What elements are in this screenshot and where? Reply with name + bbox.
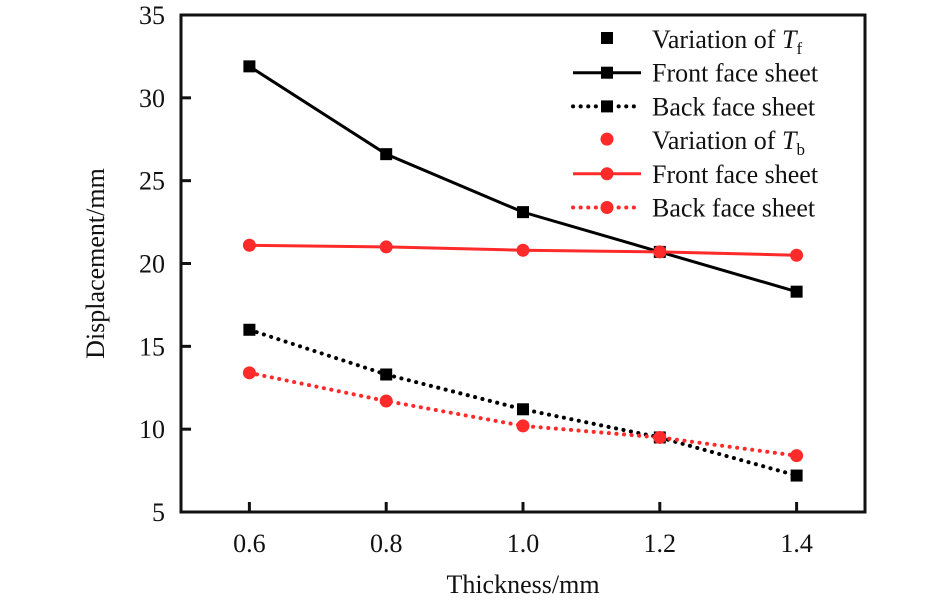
data-point — [653, 245, 667, 259]
series-1 — [243, 323, 803, 482]
y-axis-title: Displacement/mm — [81, 168, 110, 359]
data-point — [243, 323, 256, 336]
y-tick-label: 20 — [139, 250, 165, 279]
data-point — [243, 60, 256, 73]
legend-item: Front face sheet — [573, 160, 819, 189]
x-axis: 0.6 0.8 1.0 1.2 1.4 — [233, 502, 813, 558]
legend-label: Front face sheet — [652, 160, 819, 189]
data-point — [380, 368, 393, 381]
data-point — [790, 285, 803, 298]
legend-item: Back face sheet — [571, 92, 816, 121]
data-point — [790, 469, 803, 482]
legend-label: Front face sheet — [652, 59, 819, 88]
data-point — [379, 394, 393, 408]
y-axis: 5 10 15 20 25 30 35 — [139, 1, 191, 527]
data-point — [653, 430, 667, 444]
y-tick-label: 35 — [139, 1, 165, 30]
y-tick-label: 5 — [152, 498, 165, 527]
series-layer — [242, 60, 804, 482]
x-tick-label: 1.2 — [644, 529, 677, 558]
data-point — [380, 148, 393, 161]
data-point — [379, 240, 393, 254]
data-point — [242, 366, 256, 380]
data-point — [516, 419, 530, 433]
legend-label: Back face sheet — [652, 194, 816, 223]
y-tick-label: 10 — [139, 415, 165, 444]
x-tick-label: 0.8 — [370, 529, 403, 558]
legend-item: Front face sheet — [573, 59, 819, 88]
y-tick-label: 25 — [139, 167, 165, 196]
data-point — [790, 248, 804, 262]
legend-item: Back face sheet — [571, 194, 816, 223]
x-axis-title: Thickness/mm — [446, 570, 599, 599]
legend-marker — [600, 201, 614, 214]
series-line — [247, 370, 799, 458]
x-tick-label: 1.4 — [780, 529, 813, 558]
legend-marker — [600, 167, 614, 181]
data-point — [517, 206, 529, 219]
y-tick-label: 15 — [139, 332, 165, 361]
legend-item: Variation of Tb — [600, 126, 805, 159]
data-point — [516, 243, 530, 257]
legend-item: Variation of Tf — [601, 25, 802, 58]
legend-marker — [601, 32, 613, 44]
data-point — [242, 238, 256, 252]
data-point — [790, 449, 804, 463]
x-tick-label: 0.6 — [233, 529, 266, 558]
legend-label: Variation of Tb — [652, 126, 805, 159]
data-point — [517, 403, 529, 416]
legend-marker — [600, 132, 614, 146]
series-line — [247, 327, 799, 478]
legend-label: Variation of Tf — [652, 25, 802, 58]
series-3 — [242, 366, 804, 463]
x-tick-label: 1.0 — [507, 529, 540, 558]
legend-label: Back face sheet — [652, 92, 816, 121]
series-2 — [242, 238, 804, 262]
y-tick-label: 30 — [139, 84, 165, 113]
legend-marker — [601, 66, 613, 79]
legend-marker — [601, 100, 613, 113]
